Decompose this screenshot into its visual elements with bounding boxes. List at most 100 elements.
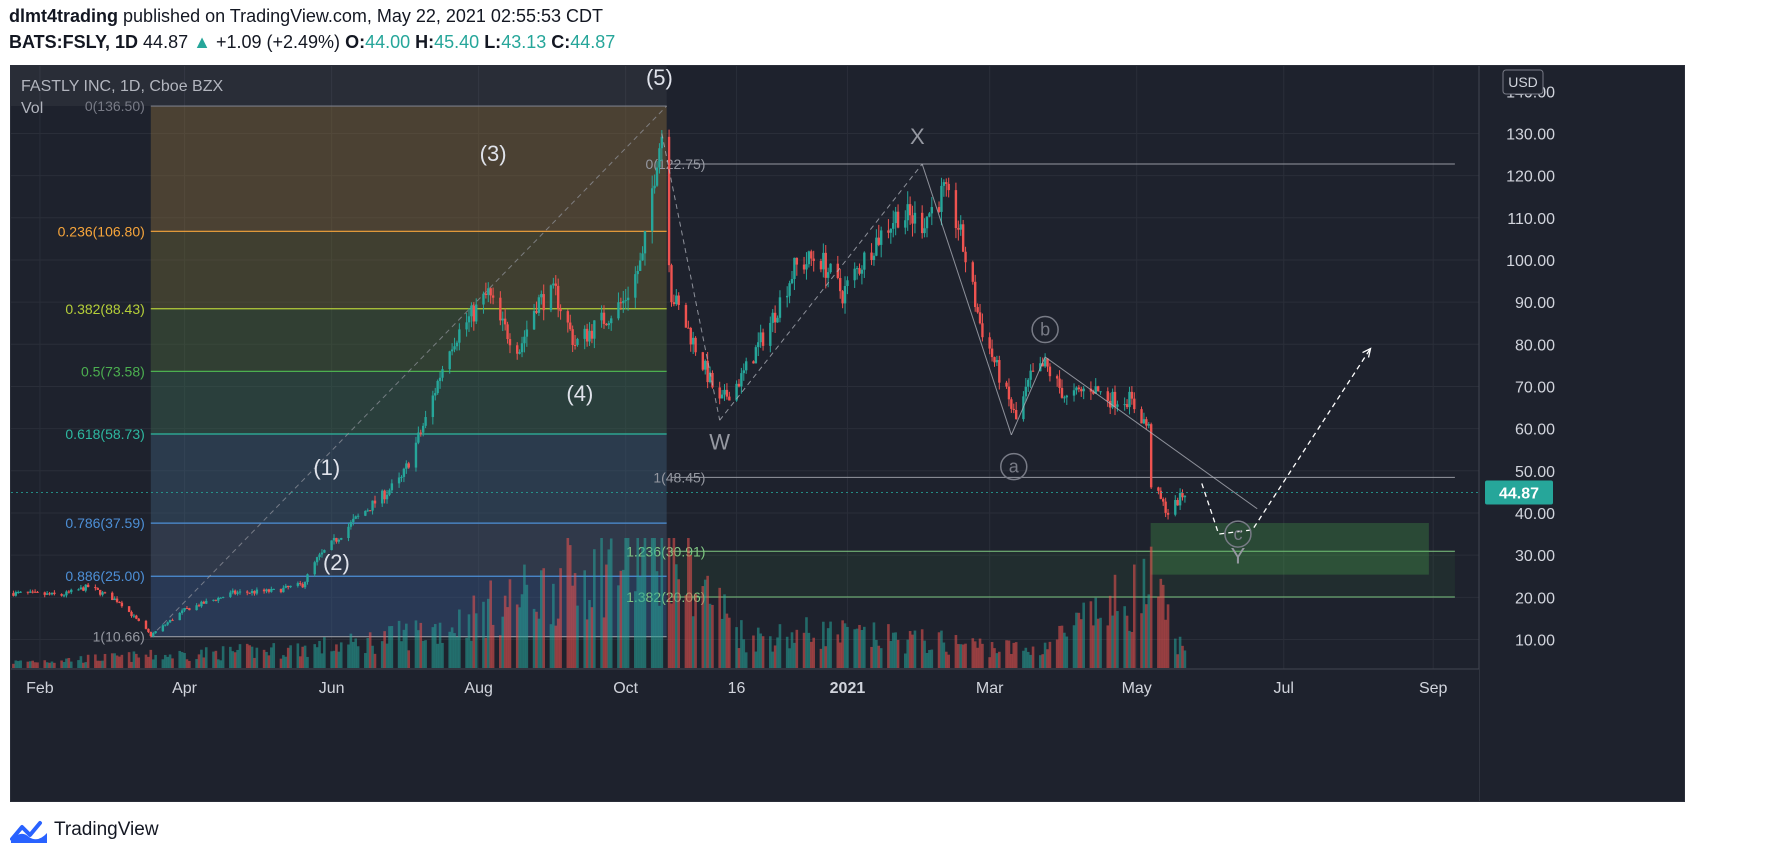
candle-body[interactable] — [43, 592, 46, 595]
tradingview-logo-icon[interactable] — [10, 817, 48, 843]
candle-body[interactable] — [961, 224, 965, 252]
chart-frame[interactable]: 0(136.50) 0.236(106.80) 0.382(88.43) 0.5(73… — [10, 65, 1685, 802]
candle-body[interactable] — [217, 597, 220, 601]
candle-body[interactable] — [718, 387, 721, 399]
candle-body[interactable] — [988, 337, 991, 349]
candle-body[interactable] — [1010, 399, 1013, 409]
candle-body[interactable] — [53, 592, 56, 595]
candle-body[interactable] — [940, 185, 943, 212]
candle-body[interactable] — [1096, 386, 1100, 392]
candle-body[interactable] — [995, 360, 999, 363]
candle-body[interactable] — [1183, 495, 1187, 498]
candle-body[interactable] — [178, 612, 181, 621]
candle-body[interactable] — [906, 204, 909, 221]
candle-body[interactable] — [1128, 391, 1131, 408]
candle-body[interactable] — [607, 323, 611, 326]
candle-body[interactable] — [180, 610, 184, 613]
candle-body[interactable] — [660, 136, 664, 149]
candle-body[interactable] — [711, 372, 714, 388]
candle-body[interactable] — [841, 291, 844, 304]
candle-body[interactable] — [1077, 387, 1081, 390]
candle-body[interactable] — [684, 305, 688, 328]
candle-body[interactable] — [974, 281, 977, 308]
candle-body[interactable] — [569, 322, 572, 330]
candle-body[interactable] — [776, 317, 779, 323]
candle-body[interactable] — [590, 330, 594, 339]
candle-body[interactable] — [1164, 501, 1167, 513]
candle-body[interactable] — [152, 633, 155, 637]
candle-body[interactable] — [771, 312, 774, 323]
candle-body[interactable] — [262, 589, 266, 592]
candle-body[interactable] — [14, 591, 18, 596]
target-zone-box[interactable] — [1150, 523, 1429, 575]
candle-body[interactable] — [448, 351, 451, 370]
candle-body[interactable] — [556, 285, 560, 309]
candle-body[interactable] — [84, 584, 87, 591]
candle-body[interactable] — [930, 207, 934, 214]
candle-body[interactable] — [161, 625, 165, 632]
candle-body[interactable] — [892, 223, 895, 229]
candle-body[interactable] — [233, 590, 237, 594]
candle-body[interactable] — [1106, 391, 1109, 401]
candle-body[interactable] — [875, 237, 878, 256]
candle-body[interactable] — [238, 591, 242, 593]
candle-body[interactable] — [26, 591, 30, 593]
wave-a-line[interactable] — [921, 163, 1012, 436]
candle-body[interactable] — [870, 252, 873, 261]
candle-body[interactable] — [132, 615, 136, 617]
candle-body[interactable] — [667, 136, 671, 266]
candle-body[interactable] — [236, 592, 239, 594]
candle-body[interactable] — [1005, 382, 1008, 387]
candle-body[interactable] — [1142, 419, 1146, 424]
candle-body[interactable] — [364, 510, 367, 516]
candle-body[interactable] — [822, 252, 825, 270]
candle-body[interactable] — [1162, 498, 1165, 502]
candle-body[interactable] — [118, 601, 121, 603]
candle-body[interactable] — [518, 352, 521, 354]
candle-body[interactable] — [164, 624, 167, 626]
candle-body[interactable] — [441, 369, 444, 378]
candle-body[interactable] — [1024, 386, 1028, 397]
candle-body[interactable] — [267, 589, 271, 592]
candle-body[interactable] — [701, 352, 705, 370]
candle-body[interactable] — [50, 592, 54, 595]
candle-body[interactable] — [1113, 391, 1117, 407]
candle-body[interactable] — [549, 285, 553, 311]
candle-body[interactable] — [289, 585, 292, 588]
candle-body[interactable] — [431, 395, 435, 418]
candle-body[interactable] — [537, 297, 541, 313]
candle-body[interactable] — [523, 336, 526, 344]
candle-body[interactable] — [491, 295, 495, 298]
candle-body[interactable] — [424, 417, 427, 426]
candle-body[interactable] — [706, 360, 709, 383]
candle-body[interactable] — [672, 302, 676, 305]
candle-body[interactable] — [144, 620, 148, 629]
candle-body[interactable] — [296, 583, 300, 586]
candle-body[interactable] — [1058, 378, 1061, 388]
candle-body[interactable] — [405, 463, 408, 469]
candle-body[interactable] — [728, 396, 731, 401]
candle-body[interactable] — [643, 231, 647, 254]
candle-body[interactable] — [29, 591, 32, 593]
candle-body[interactable] — [1094, 386, 1097, 394]
candle-body[interactable] — [677, 295, 680, 306]
candle-body[interactable] — [993, 357, 996, 363]
candle-body[interactable] — [101, 592, 104, 595]
candle-body[interactable] — [1041, 363, 1044, 367]
candle-body[interactable] — [745, 361, 748, 371]
candle-body[interactable] — [872, 255, 876, 261]
candle-body[interactable] — [330, 540, 333, 551]
candle-body[interactable] — [585, 328, 589, 342]
candle-body[interactable] — [807, 251, 811, 265]
wave-b-line[interactable] — [1010, 356, 1046, 436]
candle-body[interactable] — [687, 327, 690, 329]
candle-body[interactable] — [94, 587, 97, 589]
candle-body[interactable] — [1014, 409, 1018, 420]
candle-body[interactable] — [793, 257, 796, 280]
candle-body[interactable] — [332, 537, 336, 541]
candle-body[interactable] — [149, 631, 153, 637]
candle-body[interactable] — [315, 557, 319, 563]
candle-body[interactable] — [552, 283, 555, 286]
candle-body[interactable] — [911, 215, 914, 224]
candle-body[interactable] — [1130, 391, 1134, 399]
